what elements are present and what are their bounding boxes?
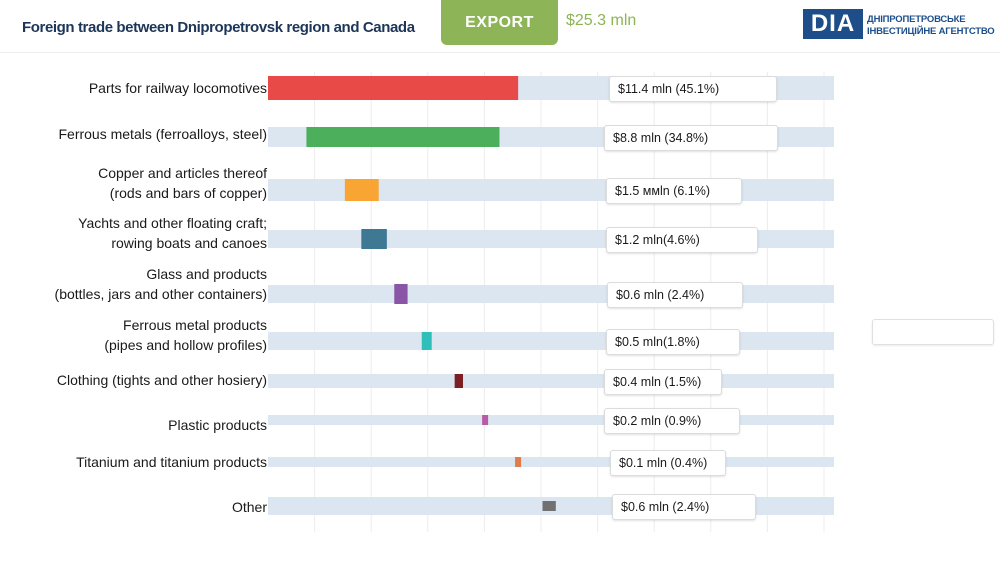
data-label: $0.5 mln(1.8%) <box>606 329 740 355</box>
category-label: Other <box>231 499 267 515</box>
header: Foreign trade between Dnipropetrovsk reg… <box>0 0 1000 52</box>
category-label: Titanium and titanium products <box>76 454 267 470</box>
category-label: Ferrous metals (ferroalloys, steel) <box>58 126 267 142</box>
export-button[interactable]: EXPORT <box>441 0 558 45</box>
bar <box>394 284 408 304</box>
data-label: $1.5 ммln (6.1%) <box>606 178 742 204</box>
bar <box>361 229 387 249</box>
bar-track <box>268 415 834 425</box>
header-divider <box>0 52 1000 53</box>
logo-mark: DIA <box>803 9 863 39</box>
data-label: $0.6 mln (2.4%) <box>612 494 756 520</box>
category-label: Ferrous metal products (pipes and hollow… <box>104 317 267 353</box>
data-label: $0.6 mln (2.4%) <box>607 282 743 308</box>
bar-track <box>268 332 834 350</box>
bar <box>344 179 379 201</box>
bar-track <box>268 285 834 303</box>
bar <box>515 457 522 467</box>
category-label: Copper and articles thereof (rods and ba… <box>98 165 267 201</box>
data-label: $0.1 mln (0.4%) <box>610 450 726 476</box>
category-label: Clothing (tights and other hosiery) <box>56 372 267 388</box>
category-label: Plastic products <box>168 417 267 433</box>
dia-logo: DIA ДНІПРОПЕТРОВСЬКЕ ІНВЕСТИЦІЙНЕ АГЕНТС… <box>803 9 995 43</box>
bar-track <box>268 457 834 467</box>
total-export-value: $25.3 mln <box>566 12 637 29</box>
bar <box>268 76 519 100</box>
logo-text-line1: ДНІПРОПЕТРОВСЬКЕ <box>867 14 966 25</box>
bar-track <box>268 374 834 388</box>
empty-box <box>872 319 994 345</box>
data-label: $0.4 mln (1.5%) <box>604 369 722 395</box>
bar <box>482 415 489 425</box>
logo-text-line2: ІНВЕСТИЦІЙНЕ АГЕНТСТВО <box>867 26 995 37</box>
bar <box>421 332 432 350</box>
data-label: $8.8 mln (34.8%) <box>604 125 778 151</box>
page-title: Foreign trade between Dnipropetrovsk reg… <box>22 19 415 36</box>
bar <box>542 501 556 511</box>
data-label: $1.2 mln(4.6%) <box>606 227 758 253</box>
data-label: $11.4 mln (45.1%) <box>609 76 777 102</box>
data-label: $0.2 mln (0.9%) <box>604 408 740 434</box>
category-label: Glass and products (bottles, jars and ot… <box>54 266 267 302</box>
category-label: Parts for railway locomotives <box>88 80 267 96</box>
category-label: Yachts and other floating craft; rowing … <box>78 215 267 251</box>
bar <box>306 127 500 147</box>
bar <box>454 374 463 388</box>
